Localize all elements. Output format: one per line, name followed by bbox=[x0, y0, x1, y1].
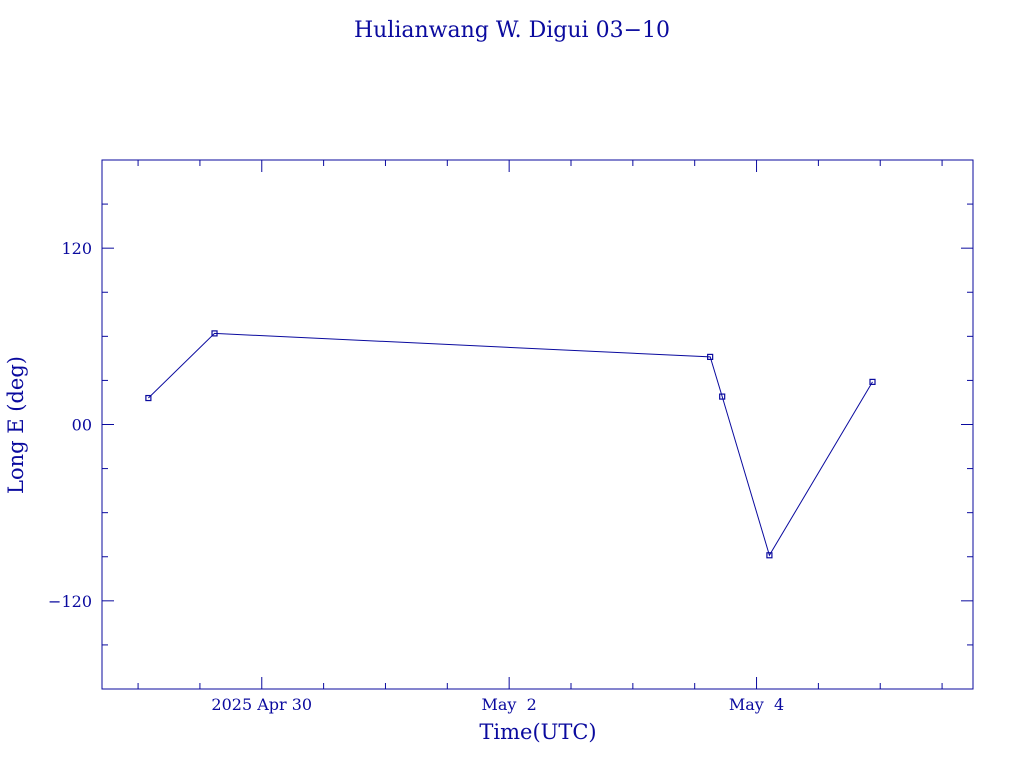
axis-ticks bbox=[102, 160, 973, 689]
y-tick-label: 00 bbox=[72, 416, 92, 435]
y-axis-label: Long E (deg) bbox=[4, 356, 28, 494]
series-line bbox=[148, 332, 873, 557]
data-point bbox=[766, 552, 773, 559]
x-tick-label: May 2 bbox=[481, 695, 536, 714]
data-series bbox=[145, 330, 876, 559]
x-tick-label: 2025 Apr 30 bbox=[211, 695, 312, 714]
data-point bbox=[145, 394, 152, 402]
data-point bbox=[719, 393, 726, 400]
y-tick-label: −120 bbox=[48, 592, 92, 611]
y-tick-label: 120 bbox=[61, 239, 92, 258]
chart-title: Hulianwang W. Digui 03−10 bbox=[354, 18, 670, 43]
x-axis-label: Time(UTC) bbox=[479, 720, 596, 744]
tick-labels: 120 00 −120 2025 Apr 30 May 2 May 4 bbox=[48, 239, 784, 714]
x-tick-label: May 4 bbox=[729, 695, 784, 714]
plot-frame bbox=[101, 159, 974, 690]
data-point bbox=[707, 353, 714, 361]
data-point bbox=[211, 330, 218, 337]
data-point bbox=[869, 378, 876, 385]
